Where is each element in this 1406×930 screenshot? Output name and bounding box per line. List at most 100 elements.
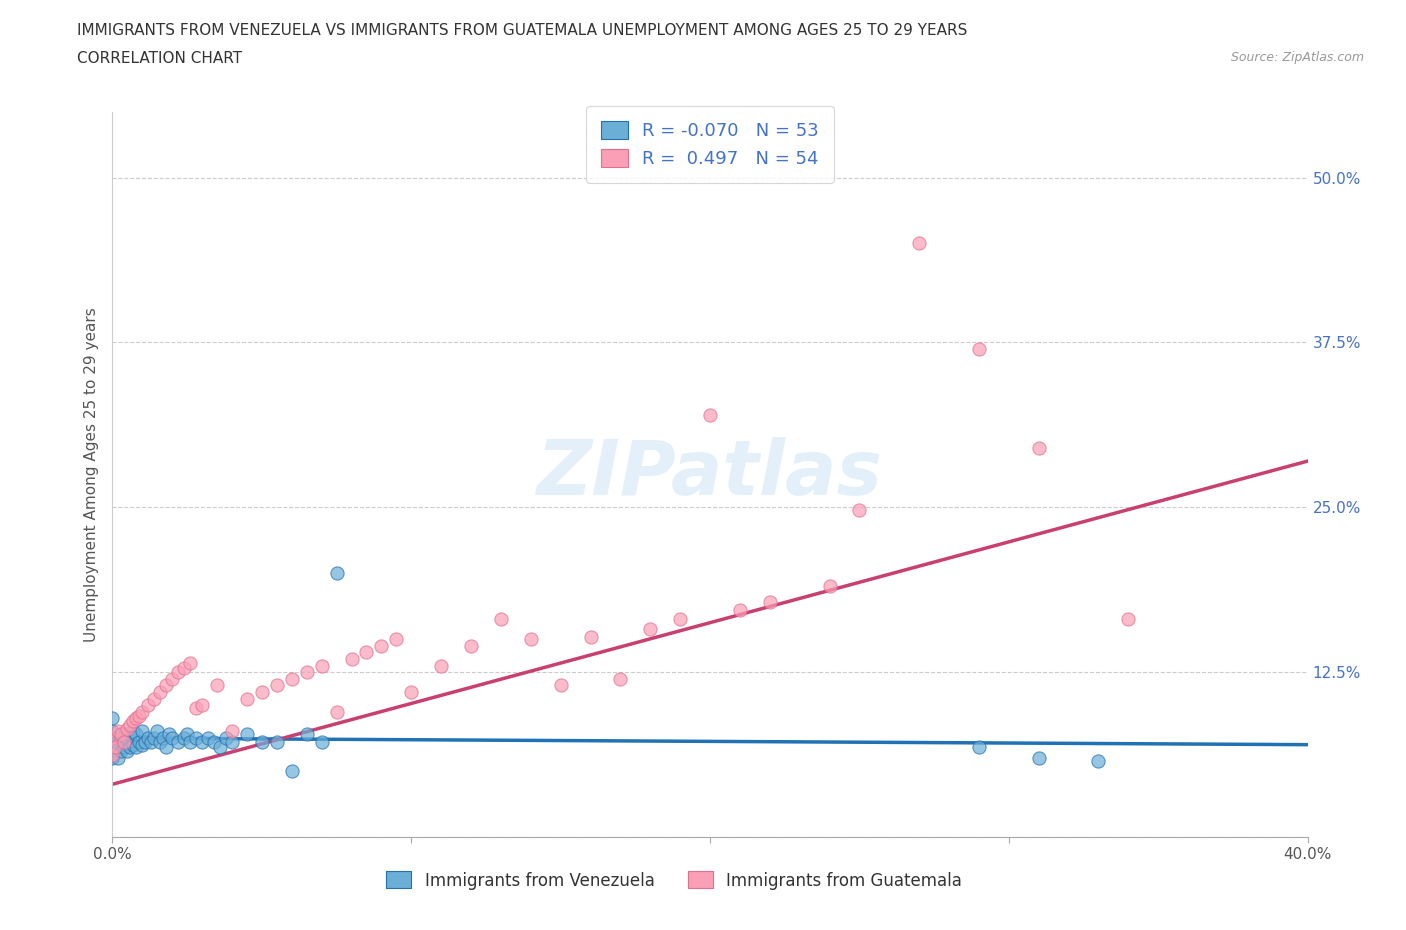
Point bbox=[221, 735, 243, 750]
Point bbox=[325, 565, 347, 580]
Point bbox=[143, 731, 166, 746]
Point bbox=[152, 731, 174, 746]
Point bbox=[967, 740, 990, 755]
Point bbox=[173, 660, 195, 675]
Point bbox=[179, 656, 201, 671]
Point bbox=[1087, 753, 1109, 768]
Point bbox=[370, 638, 392, 653]
Point bbox=[266, 678, 288, 693]
Point bbox=[128, 735, 150, 750]
Point bbox=[1028, 751, 1050, 765]
Point bbox=[1118, 612, 1140, 627]
Point bbox=[221, 724, 243, 739]
Point bbox=[101, 724, 124, 739]
Point bbox=[110, 726, 132, 741]
Point bbox=[157, 726, 180, 741]
Point bbox=[640, 621, 662, 636]
Point bbox=[281, 764, 304, 778]
Point bbox=[848, 502, 870, 517]
Point bbox=[167, 665, 190, 680]
Point bbox=[101, 751, 124, 765]
Point bbox=[107, 737, 129, 752]
Point bbox=[236, 726, 259, 741]
Point bbox=[609, 671, 631, 686]
Point bbox=[191, 735, 214, 750]
Point bbox=[186, 700, 208, 715]
Point bbox=[120, 740, 142, 755]
Point bbox=[250, 735, 273, 750]
Text: IMMIGRANTS FROM VENEZUELA VS IMMIGRANTS FROM GUATEMALA UNEMPLOYMENT AMONG AGES 2: IMMIGRANTS FROM VENEZUELA VS IMMIGRANTS … bbox=[77, 23, 967, 38]
Point bbox=[209, 740, 232, 755]
Point bbox=[107, 751, 129, 765]
Point bbox=[167, 735, 190, 750]
Legend: Immigrants from Venezuela, Immigrants from Guatemala: Immigrants from Venezuela, Immigrants fr… bbox=[374, 859, 974, 901]
Point bbox=[325, 704, 347, 719]
Point bbox=[104, 740, 127, 755]
Point bbox=[125, 740, 148, 755]
Point bbox=[122, 713, 145, 728]
Point bbox=[173, 731, 195, 746]
Point bbox=[669, 612, 692, 627]
Point bbox=[266, 735, 288, 750]
Point bbox=[197, 731, 219, 746]
Point bbox=[699, 407, 721, 422]
Point bbox=[311, 735, 333, 750]
Point bbox=[125, 726, 148, 741]
Point bbox=[143, 691, 166, 706]
Point bbox=[141, 735, 163, 750]
Point bbox=[122, 737, 145, 752]
Point bbox=[401, 684, 423, 699]
Point bbox=[186, 731, 208, 746]
Point bbox=[101, 731, 124, 746]
Point bbox=[120, 726, 142, 741]
Point bbox=[120, 717, 142, 732]
Point bbox=[107, 724, 129, 739]
Point bbox=[101, 731, 124, 746]
Point bbox=[520, 631, 543, 646]
Point bbox=[430, 658, 453, 673]
Point bbox=[134, 735, 156, 750]
Point bbox=[356, 644, 378, 659]
Point bbox=[191, 698, 214, 712]
Point bbox=[179, 735, 201, 750]
Point bbox=[114, 740, 135, 755]
Point bbox=[311, 658, 333, 673]
Point bbox=[138, 698, 160, 712]
Point bbox=[295, 665, 318, 680]
Point bbox=[281, 671, 304, 686]
Point bbox=[114, 726, 135, 741]
Text: ZIPatlas: ZIPatlas bbox=[537, 437, 883, 512]
Point bbox=[202, 735, 225, 750]
Point bbox=[117, 731, 139, 746]
Point bbox=[110, 731, 132, 746]
Point bbox=[155, 678, 177, 693]
Point bbox=[295, 726, 318, 741]
Point bbox=[110, 744, 132, 759]
Point bbox=[155, 740, 177, 755]
Point bbox=[967, 341, 990, 356]
Point bbox=[908, 236, 931, 251]
Point bbox=[101, 748, 124, 763]
Point bbox=[579, 629, 602, 644]
Point bbox=[131, 737, 153, 752]
Point bbox=[149, 735, 172, 750]
Point bbox=[1028, 441, 1050, 456]
Point bbox=[728, 603, 751, 618]
Text: Source: ZipAtlas.com: Source: ZipAtlas.com bbox=[1230, 51, 1364, 64]
Point bbox=[340, 652, 363, 667]
Point bbox=[101, 711, 124, 725]
Point bbox=[117, 722, 139, 737]
Point bbox=[818, 579, 841, 594]
Point bbox=[149, 684, 172, 699]
Y-axis label: Unemployment Among Ages 25 to 29 years: Unemployment Among Ages 25 to 29 years bbox=[83, 307, 98, 642]
Point bbox=[117, 744, 139, 759]
Point bbox=[205, 678, 228, 693]
Point bbox=[128, 709, 150, 724]
Point bbox=[131, 724, 153, 739]
Point bbox=[162, 731, 183, 746]
Point bbox=[385, 631, 408, 646]
Point bbox=[215, 731, 238, 746]
Point bbox=[460, 638, 482, 653]
Point bbox=[162, 671, 183, 686]
Point bbox=[250, 684, 273, 699]
